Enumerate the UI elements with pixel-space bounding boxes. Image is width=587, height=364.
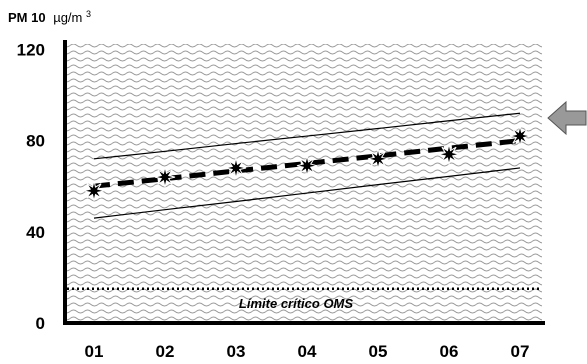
plot-background-pattern xyxy=(66,44,542,323)
y-axis-title-unit: µg/m xyxy=(53,10,82,25)
reference-line-label: Límite crítico OMS xyxy=(239,296,353,311)
x-tick-label: 01 xyxy=(85,342,104,361)
y-axis-title-superscript: 3 xyxy=(86,9,91,19)
y-axis-title-bold: PM 10 xyxy=(8,10,46,25)
x-tick-label: 05 xyxy=(369,342,388,361)
y-tick-label: 40 xyxy=(26,223,45,242)
y-tick-label: 0 xyxy=(36,314,45,333)
data-point-star xyxy=(509,125,531,147)
x-tick-labels: 01 02 03 04 05 06 07 xyxy=(85,342,530,361)
lower-bound-line xyxy=(93,167,521,219)
data-markers xyxy=(83,125,531,201)
data-point-star xyxy=(225,157,247,179)
y-tick-label: 80 xyxy=(26,132,45,151)
x-tick-label: 07 xyxy=(511,342,530,361)
y-tick-labels: 0 40 80 120 xyxy=(17,40,45,333)
left-arrow-icon xyxy=(547,100,587,136)
data-point-star xyxy=(438,144,460,165)
y-tick-label: 120 xyxy=(17,40,45,59)
series-lines xyxy=(93,112,521,219)
x-tick-label: 03 xyxy=(227,342,246,361)
data-point-star xyxy=(296,155,318,176)
data-point-star xyxy=(83,180,105,201)
x-tick-label: 04 xyxy=(298,342,317,361)
data-point-star xyxy=(154,166,176,188)
y-axis-title: PM 10 µg/m 3 xyxy=(8,9,91,25)
data-point-star xyxy=(367,148,389,169)
upper-bound-line xyxy=(93,112,521,160)
x-tick-label: 02 xyxy=(156,342,175,361)
x-tick-label: 06 xyxy=(440,342,459,361)
